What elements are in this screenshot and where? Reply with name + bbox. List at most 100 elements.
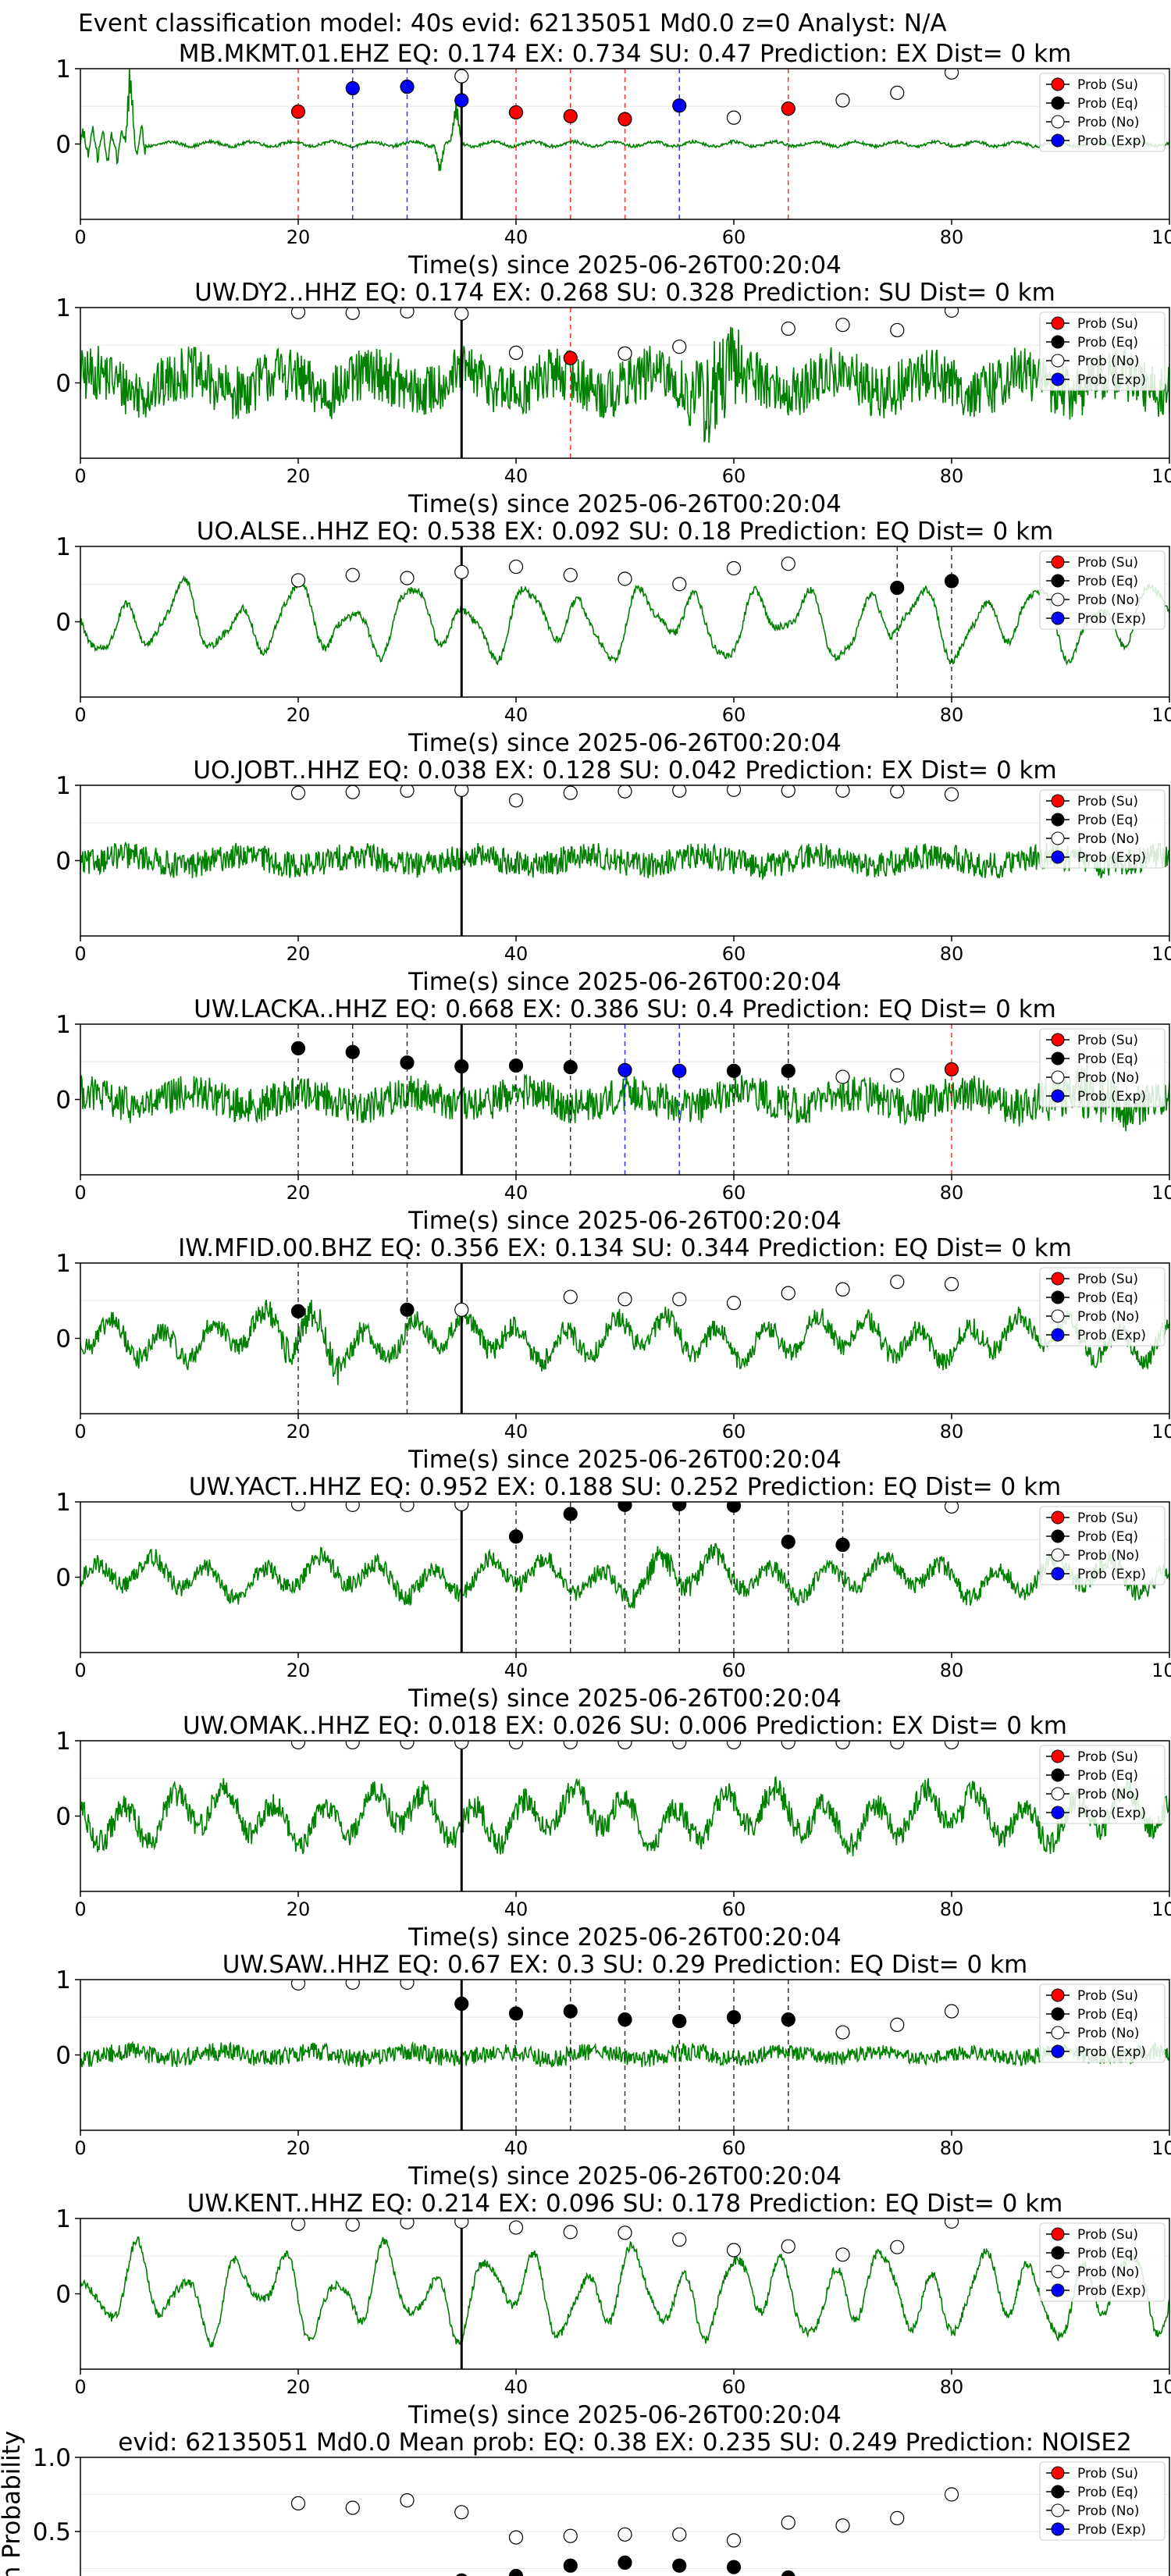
panel-title: IW.MFID.00.BHZ EQ: 0.356 EX: 0.134 SU: 0… — [178, 1234, 1072, 1262]
legend-label-0: Prob (Su) — [1077, 555, 1138, 571]
eq-prob-marker — [781, 2570, 795, 2576]
no-prob-marker — [618, 2226, 632, 2240]
no-prob-marker — [890, 322, 905, 338]
legend-label-1: Prob (Eq) — [1077, 574, 1138, 589]
exp-prob-marker — [400, 80, 415, 94]
eq-prob-marker — [290, 1041, 306, 1055]
no-prob-marker — [781, 2515, 795, 2530]
y-tick-label: 0 — [55, 2042, 71, 2070]
no-prob-marker — [508, 559, 524, 575]
no-prob-marker — [890, 1275, 905, 1290]
x-axis-label: Time(s) since 2025-06-26T00:20:04 — [408, 251, 842, 279]
y-tick-label: 1 — [55, 1727, 71, 1756]
no-prob-marker — [672, 2232, 687, 2247]
y-tick-label: 1.0 — [33, 2444, 71, 2472]
x-tick-label: 60 — [722, 1660, 746, 1681]
x-tick-label: 40 — [504, 943, 529, 965]
legend-label-3: Prob (Exp) — [1077, 2522, 1146, 2538]
x-tick-label: 60 — [722, 2376, 746, 2398]
y-tick-label: 0 — [55, 2281, 71, 2309]
no-prob-marker — [726, 1741, 742, 1750]
legend-label-2: Prob (No) — [1077, 2503, 1140, 2519]
legend-marker-3 — [1051, 133, 1065, 148]
eq-prob-marker — [400, 1302, 415, 1317]
no-prob-marker — [781, 557, 795, 571]
no-prob-marker — [563, 568, 578, 582]
no-prob-marker — [508, 345, 524, 360]
no-prob-marker — [290, 1741, 306, 1750]
legend-label-0: Prob (Su) — [1077, 1749, 1138, 1765]
no-prob-marker — [563, 2225, 578, 2240]
legend-marker-2 — [1051, 1309, 1065, 1323]
no-prob-marker — [454, 1741, 469, 1750]
y-tick-label: 1 — [55, 533, 71, 561]
x-tick-label: 20 — [287, 1898, 311, 1920]
no-prob-marker — [944, 69, 959, 80]
legend-label-3: Prob (Exp) — [1077, 1328, 1146, 1343]
legend-label-2: Prob (No) — [1077, 1309, 1140, 1325]
legend-marker-2 — [1051, 2503, 1065, 2517]
no-prob-marker — [454, 564, 469, 579]
su-prob-marker — [563, 350, 578, 365]
legend-marker-3 — [1051, 611, 1065, 625]
y-axis-label: Mean Probability — [0, 2431, 26, 2576]
plot-area — [80, 2218, 1169, 2369]
legend-marker-3 — [1051, 1328, 1065, 1342]
no-prob-marker — [781, 321, 795, 336]
legend-marker-3 — [1051, 1089, 1065, 1103]
x-tick-label: 100 — [1151, 943, 1171, 965]
x-tick-label: 40 — [504, 2376, 529, 2398]
plot-area — [80, 1741, 1169, 1891]
x-tick-label: 20 — [287, 704, 311, 726]
no-prob-marker — [618, 571, 632, 586]
legend-label-0: Prob (Su) — [1077, 2466, 1138, 2482]
waveform-trace — [80, 841, 1169, 881]
x-tick-label: 100 — [1151, 1898, 1171, 1920]
eq-prob-marker — [563, 1059, 578, 1075]
no-prob-marker — [345, 568, 360, 582]
x-tick-label: 60 — [722, 1182, 746, 1204]
legend-box — [1039, 1984, 1166, 2063]
legend-label-0: Prob (Su) — [1077, 2227, 1138, 2243]
no-prob-marker — [508, 2530, 524, 2545]
eq-prob-marker — [726, 1502, 742, 1513]
eq-prob-marker — [618, 2012, 632, 2027]
plot-area — [80, 308, 1169, 458]
legend-marker-0 — [1051, 2466, 1065, 2480]
no-prob-marker — [508, 793, 524, 808]
x-tick-label: 0 — [74, 1421, 86, 1443]
eq-prob-marker — [563, 2004, 578, 2019]
legend-label-1: Prob (Eq) — [1077, 2485, 1138, 2500]
no-prob-marker — [290, 2496, 306, 2510]
y-tick-label: 0 — [55, 609, 71, 637]
no-prob-marker — [672, 340, 687, 354]
no-prob-marker — [454, 1302, 469, 1317]
legend-label-2: Prob (No) — [1077, 1548, 1140, 1564]
x-tick-label: 0 — [74, 2137, 86, 2159]
legend-box — [1039, 2461, 1166, 2541]
legend-label-2: Prob (No) — [1077, 1070, 1140, 1086]
x-tick-label: 60 — [722, 1421, 746, 1443]
plot-area — [80, 1980, 1169, 2130]
panel-7: UW.OMAK..HHZ EQ: 0.018 EX: 0.026 SU: 0.0… — [55, 1712, 1171, 1952]
no-prob-marker — [781, 785, 795, 798]
y-tick-label: 1 — [55, 1250, 71, 1278]
y-tick-label: 0.5 — [33, 2518, 71, 2546]
legend-label-1: Prob (Eq) — [1077, 1290, 1138, 1306]
no-prob-marker — [890, 85, 905, 100]
no-prob-marker — [835, 1069, 850, 1084]
legend-marker-1 — [1051, 1768, 1065, 1782]
waveform-trace — [80, 2041, 1169, 2068]
su-prob-marker — [563, 109, 578, 123]
x-tick-label: 80 — [940, 2376, 964, 2398]
x-tick-label: 100 — [1151, 1660, 1171, 1681]
waveform-trace — [80, 575, 1169, 666]
eq-prob-marker — [454, 1996, 469, 2011]
eq-prob-marker — [563, 1507, 578, 1521]
eq-prob-marker — [508, 2006, 524, 2021]
eq-prob-marker — [726, 2010, 742, 2025]
legend-marker-2 — [1051, 831, 1065, 845]
no-prob-marker — [290, 785, 306, 800]
no-prob-marker — [726, 2533, 742, 2548]
